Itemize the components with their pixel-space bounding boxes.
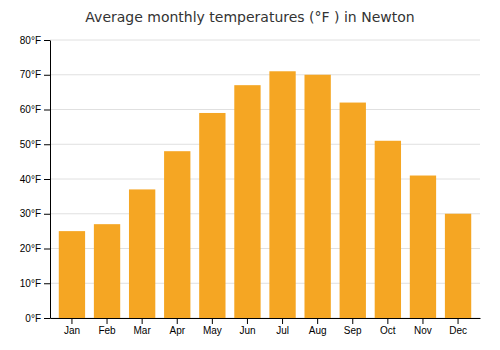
- tick: 60°F: [20, 104, 50, 115]
- tick: Jan: [64, 318, 80, 336]
- tick-mark: [458, 318, 459, 324]
- grid-line: [50, 74, 480, 75]
- tick-mark: [387, 318, 388, 324]
- bar: [375, 141, 401, 318]
- tick-mark: [317, 318, 318, 324]
- tick-mark: [177, 318, 178, 324]
- tick-label: Jul: [276, 325, 289, 336]
- bar: [340, 103, 366, 318]
- tick: Mar: [134, 318, 152, 336]
- title: Average monthly temperatures (°F ) in Ne…: [85, 9, 414, 25]
- y-axis: 0°F 10°F 20°F 30°F 40°F 50°F 60°F 70°F 80°F: [20, 35, 51, 324]
- tick-label: Oct: [380, 325, 396, 336]
- tick: 30°F: [20, 208, 50, 219]
- tick-label: Nov: [414, 325, 432, 336]
- tick-mark: [44, 249, 50, 250]
- tick-label: 50°F: [20, 139, 41, 150]
- tick: May: [203, 318, 222, 336]
- bar: [269, 71, 295, 318]
- tick: 70°F: [20, 69, 50, 80]
- tick-label: 20°F: [20, 243, 41, 254]
- bar: [164, 151, 190, 318]
- tick-label: Jan: [64, 325, 80, 336]
- tick-label: May: [203, 325, 222, 336]
- tick: Jul: [276, 318, 289, 336]
- tick: 80°F: [20, 35, 50, 46]
- tick-mark: [107, 318, 108, 324]
- tick-mark: [212, 318, 213, 324]
- bar: [59, 231, 85, 318]
- grid-line: [50, 144, 480, 145]
- tick-label: Feb: [98, 325, 116, 336]
- tick-label: Mar: [134, 325, 152, 336]
- tick: Feb: [98, 318, 116, 336]
- tick-mark: [44, 75, 50, 76]
- chart: Jan Feb Mar Apr May Jun Jul Aug Sep Oct Nov Dec 0°F 1…: [0, 0, 500, 350]
- tick-mark: [422, 318, 423, 324]
- tick: Nov: [414, 318, 432, 336]
- tick: Aug: [309, 318, 327, 336]
- bar: [94, 224, 120, 318]
- tick-label: 10°F: [20, 278, 41, 289]
- tick: Jun: [239, 318, 255, 336]
- bar: [129, 189, 155, 318]
- bar: [234, 85, 260, 318]
- tick-mark: [44, 40, 50, 41]
- tick-mark: [71, 318, 72, 324]
- tick: 10°F: [20, 278, 50, 289]
- tick-label: Aug: [309, 325, 327, 336]
- tick-label: 60°F: [20, 104, 41, 115]
- tick-mark: [282, 318, 283, 324]
- bars: [59, 71, 471, 318]
- tick-mark: [44, 318, 50, 319]
- tick: 0°F: [25, 313, 50, 324]
- axis-line: [51, 318, 481, 319]
- tick-mark: [44, 144, 50, 145]
- bar: [199, 113, 225, 318]
- tick-label: 30°F: [20, 208, 41, 219]
- tick-label: 0°F: [25, 313, 41, 324]
- tick: 50°F: [20, 139, 50, 150]
- x-axis: Jan Feb Mar Apr May Jun Jul Aug Sep Oct Nov Dec: [51, 318, 481, 336]
- tick-mark: [247, 318, 248, 324]
- grid-line: [50, 40, 480, 41]
- tick-mark: [44, 110, 50, 111]
- tick: Apr: [169, 318, 185, 336]
- bar: [445, 214, 471, 318]
- grid-line: [50, 109, 480, 110]
- tick-label: Sep: [344, 325, 362, 336]
- tick-label: Dec: [449, 325, 467, 336]
- bar: [304, 75, 330, 318]
- grid: [50, 40, 480, 318]
- tick-label: Jun: [239, 325, 255, 336]
- tick-label: 80°F: [20, 35, 41, 46]
- tick-label: 70°F: [20, 69, 41, 80]
- tick-mark: [44, 214, 50, 215]
- tick-mark: [352, 318, 353, 324]
- tick: Dec: [449, 318, 467, 336]
- tick: Sep: [344, 318, 362, 336]
- tick: 20°F: [20, 243, 50, 254]
- tick-mark: [44, 283, 50, 284]
- axis-line: [50, 41, 51, 319]
- bar: [410, 176, 436, 318]
- tick-mark: [44, 179, 50, 180]
- tick: 40°F: [20, 174, 50, 185]
- tick-mark: [142, 318, 143, 324]
- tick-label: Apr: [169, 325, 185, 336]
- tick: Oct: [380, 318, 396, 336]
- tick-label: 40°F: [20, 174, 41, 185]
